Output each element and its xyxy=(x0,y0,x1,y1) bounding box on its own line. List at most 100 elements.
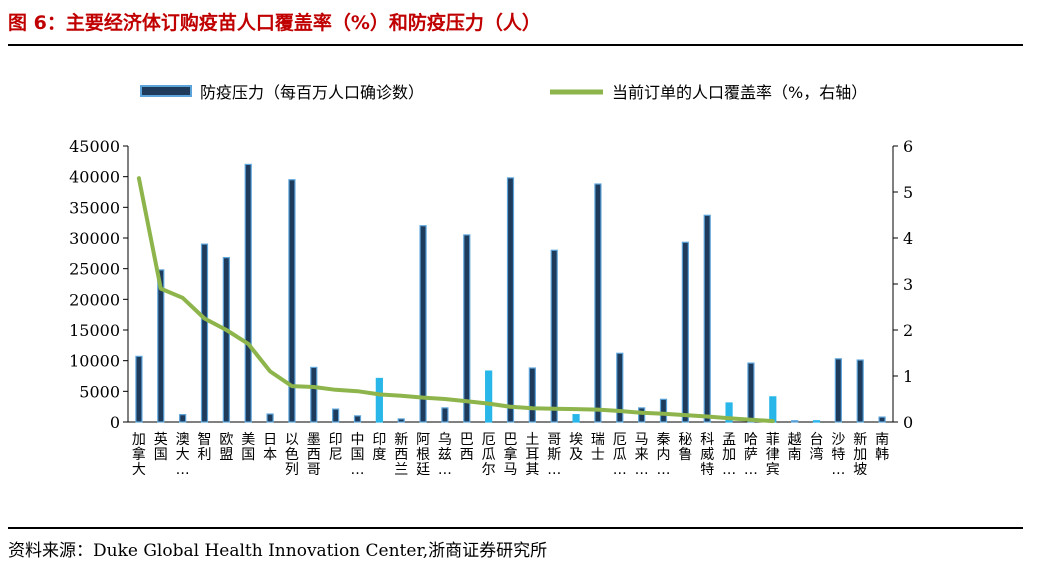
legend-bar-label: 防疫压力（每百万人口确诊数） xyxy=(200,83,424,102)
bar xyxy=(506,177,515,423)
category-label: 墨西哥 xyxy=(307,432,321,478)
y-left-tick-label: 45000 xyxy=(69,137,120,156)
category-label: 马来… xyxy=(635,432,649,478)
category-label: 澳大… xyxy=(176,432,190,478)
category-label: 印尼 xyxy=(329,432,343,463)
bar xyxy=(703,214,711,423)
category-label: 印度 xyxy=(372,432,386,463)
chart-axes: 0 5000 10000 15000 20000 25000 30000 35000 40000… xyxy=(69,137,913,432)
category-label: 哈萨… xyxy=(744,432,758,478)
y-right-tick-label: 0 xyxy=(903,413,913,432)
bar xyxy=(791,420,799,423)
legend-bar-swatch xyxy=(140,85,192,97)
y-left-tick-label: 15000 xyxy=(69,321,120,340)
category-label: 厄瓜尔 xyxy=(482,432,496,478)
bar xyxy=(419,225,427,423)
y-left-tick-label: 10000 xyxy=(69,352,120,371)
category-label: 秦内… xyxy=(657,432,671,478)
category-label: 阿根廷 xyxy=(416,432,430,478)
category-label: 新西兰 xyxy=(394,432,408,478)
category-label: 厄瓜… xyxy=(613,432,627,478)
category-label: 美国 xyxy=(241,432,255,463)
category-label: 以色列 xyxy=(285,432,299,478)
category-label: 沙特… xyxy=(831,432,845,478)
category-label: 埃及 xyxy=(569,432,583,463)
legend-line-label: 当前订单的人口覆盖率（%，右轴） xyxy=(612,83,867,102)
bar xyxy=(550,249,558,423)
bottom-rule xyxy=(8,527,1023,529)
bar xyxy=(244,163,252,423)
bar-series xyxy=(135,163,886,423)
y-left-tick-label: 35000 xyxy=(69,198,120,217)
bar xyxy=(638,407,646,423)
y-left-tick-label: 20000 xyxy=(69,290,120,309)
y-right-tick-label: 6 xyxy=(903,137,913,156)
bar xyxy=(179,414,187,423)
category-label: 乌兹… xyxy=(438,432,452,478)
bar xyxy=(572,414,580,423)
coverage-line xyxy=(136,176,775,424)
bar xyxy=(681,241,689,423)
top-rule xyxy=(8,44,1023,46)
y-left-tick-label: 0 xyxy=(110,413,120,432)
category-label: 新加坡 xyxy=(853,432,867,478)
y-left-tick-label: 30000 xyxy=(69,229,120,248)
y-left-tick-label: 5000 xyxy=(79,382,120,401)
figure-title: 图 6：主要经济体订购疫苗人口覆盖率（%）和防疫压力（人） xyxy=(8,12,541,34)
category-label: 英国 xyxy=(154,431,168,463)
bar xyxy=(353,415,362,423)
category-label: 巴西 xyxy=(460,432,474,463)
bar xyxy=(200,243,209,423)
bar xyxy=(266,413,274,423)
y-right-tick-label: 2 xyxy=(903,321,913,340)
bar xyxy=(288,179,296,423)
bar xyxy=(441,407,449,423)
bar xyxy=(812,420,821,423)
bar xyxy=(769,396,777,423)
category-label: 土耳其 xyxy=(525,432,539,478)
category-label: 孟加… xyxy=(722,432,736,478)
category-label: 日本 xyxy=(263,432,277,463)
bar xyxy=(485,370,493,423)
bar xyxy=(878,416,886,423)
category-label: 巴拿马 xyxy=(504,432,518,478)
bar xyxy=(222,257,230,423)
bar xyxy=(397,418,405,423)
y-right-tick-label: 5 xyxy=(903,183,913,202)
line-series xyxy=(136,176,775,424)
y-left-tick-label: 25000 xyxy=(69,260,120,279)
category-label: 科威特 xyxy=(700,432,714,478)
bar xyxy=(135,355,143,423)
y-right-tick-label: 1 xyxy=(903,367,913,386)
bar xyxy=(659,398,668,423)
y-right-tick-label: 4 xyxy=(903,229,913,248)
bar xyxy=(375,377,383,423)
category-label: 中国… xyxy=(351,432,365,478)
source-note: 资料来源：Duke Global Health Innovation Cente… xyxy=(8,541,548,561)
bar xyxy=(616,352,624,423)
category-label: 哥斯… xyxy=(547,432,561,478)
category-label: 智利 xyxy=(198,432,212,463)
category-label: 瑞士 xyxy=(591,432,605,463)
bar xyxy=(310,366,318,423)
bar xyxy=(528,367,536,423)
y-left-tick-label: 40000 xyxy=(69,168,120,187)
category-label: 台湾 xyxy=(810,432,824,463)
bar xyxy=(463,234,471,423)
category-label: 南韩 xyxy=(875,432,889,463)
chart-legend: 防疫压力（每百万人口确诊数） 当前订单的人口覆盖率（%，右轴） xyxy=(140,83,867,102)
bar xyxy=(594,183,602,423)
bar xyxy=(834,358,842,423)
category-label: 欧盟 xyxy=(219,432,233,463)
bar xyxy=(332,408,340,423)
combo-chart: 防疫压力（每百万人口确诊数） 当前订单的人口覆盖率（%，右轴） 05000100… xyxy=(69,83,913,478)
y-right-tick-label: 3 xyxy=(903,275,913,294)
bar xyxy=(856,359,864,423)
bar xyxy=(157,269,165,423)
category-label: 越南 xyxy=(788,432,802,463)
category-label: 菲律宾 xyxy=(766,432,780,478)
bar xyxy=(725,402,733,423)
bar xyxy=(747,362,755,423)
category-label: 秘鲁 xyxy=(678,432,692,463)
